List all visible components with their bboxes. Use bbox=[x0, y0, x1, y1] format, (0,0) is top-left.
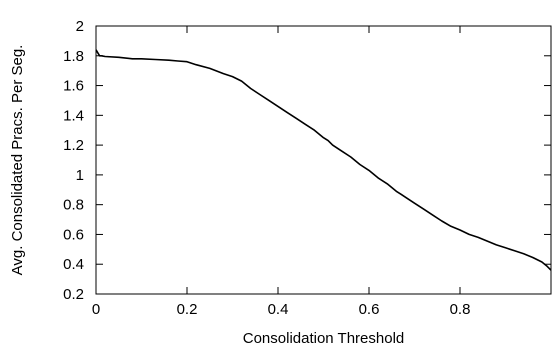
x-tick-label: 0.2 bbox=[177, 301, 198, 318]
y-tick-label: 1.4 bbox=[63, 107, 84, 124]
x-axis-title: Consolidation Threshold bbox=[243, 330, 405, 347]
y-tick-label: 1.6 bbox=[63, 78, 84, 95]
y-tick-label: 0.8 bbox=[63, 197, 84, 214]
x-tick-label: 0 bbox=[92, 301, 100, 318]
y-axis: 0.2 0.4 0.6 0.8 1 1.2 1.4 1.6 1.8 2 bbox=[63, 18, 551, 303]
y-tick-label: 1.2 bbox=[63, 137, 84, 154]
y-tick-label: 1.8 bbox=[63, 48, 84, 65]
y-tick-label: 2 bbox=[76, 18, 84, 35]
plot-frame bbox=[95, 25, 552, 295]
x-tick-label: 0.4 bbox=[268, 301, 289, 318]
x-axis: 0 0.2 0.4 0.6 0.8 bbox=[92, 26, 471, 318]
y-tick-label: 0.2 bbox=[63, 286, 84, 303]
y-axis-title: Avg. Consolidated Pracs. Per Seg. bbox=[9, 45, 26, 276]
y-tick-label: 1 bbox=[76, 167, 84, 184]
x-tick-label: 0.8 bbox=[450, 301, 471, 318]
x-tick-label: 0.6 bbox=[359, 301, 380, 318]
y-tick-label: 0.6 bbox=[63, 226, 84, 243]
y-tick-label: 0.4 bbox=[63, 256, 84, 273]
series-line bbox=[95, 49, 552, 271]
